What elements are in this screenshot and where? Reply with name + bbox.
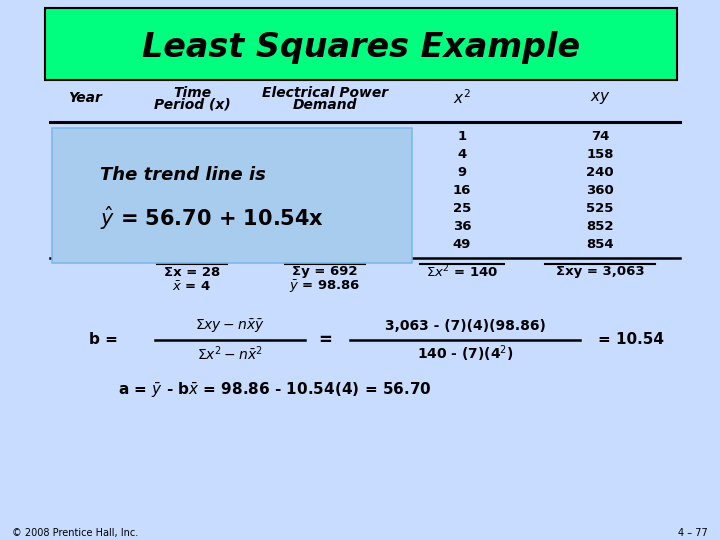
Text: 2: 2 bbox=[187, 148, 197, 161]
Text: 140 - (7)(4$^2$): 140 - (7)(4$^2$) bbox=[417, 343, 513, 364]
Text: 4: 4 bbox=[457, 148, 467, 161]
Text: Demand: Demand bbox=[293, 98, 357, 112]
Text: 854: 854 bbox=[586, 239, 614, 252]
Text: $\hat{y}$ = 56.70 + 10.54x: $\hat{y}$ = 56.70 + 10.54x bbox=[100, 204, 324, 232]
Text: 2004: 2004 bbox=[66, 220, 104, 233]
Text: 360: 360 bbox=[586, 185, 614, 198]
Text: 3: 3 bbox=[187, 166, 197, 179]
Text: Electrical Power: Electrical Power bbox=[262, 86, 388, 100]
Text: Σxy = 3,063: Σxy = 3,063 bbox=[556, 266, 644, 279]
Text: 25: 25 bbox=[453, 202, 471, 215]
FancyBboxPatch shape bbox=[45, 8, 677, 80]
Text: 4: 4 bbox=[187, 185, 197, 198]
Text: $\bar{x}$ = 4: $\bar{x}$ = 4 bbox=[172, 280, 212, 294]
Text: a = $\bar{y}$ - b$\bar{x}$ = 98.86 - 10.54(4) = 56.70: a = $\bar{y}$ - b$\bar{x}$ = 98.86 - 10.… bbox=[118, 381, 431, 400]
Text: = 10.54: = 10.54 bbox=[598, 333, 664, 348]
Text: 240: 240 bbox=[586, 166, 614, 179]
Text: 4 – 77: 4 – 77 bbox=[678, 528, 708, 538]
Text: $\Sigma xy - n\bar{x}\bar{y}$: $\Sigma xy - n\bar{x}\bar{y}$ bbox=[195, 317, 265, 335]
Text: The trend line is: The trend line is bbox=[100, 166, 266, 184]
Text: Time: Time bbox=[173, 86, 211, 100]
Text: 105: 105 bbox=[311, 202, 338, 215]
Text: Σx = 28: Σx = 28 bbox=[164, 266, 220, 279]
Text: 5: 5 bbox=[187, 202, 197, 215]
Text: =: = bbox=[318, 331, 332, 349]
Text: 158: 158 bbox=[586, 148, 613, 161]
Text: b =: b = bbox=[89, 333, 118, 348]
Text: 2003: 2003 bbox=[66, 202, 104, 215]
Text: 525: 525 bbox=[586, 202, 613, 215]
Text: 6: 6 bbox=[187, 220, 197, 233]
Text: 3,063 - (7)(4)(98.86): 3,063 - (7)(4)(98.86) bbox=[384, 319, 546, 333]
Text: 49: 49 bbox=[453, 239, 471, 252]
Text: Period (x): Period (x) bbox=[153, 98, 230, 112]
Text: $xy$: $xy$ bbox=[590, 90, 611, 106]
Text: 2001: 2001 bbox=[67, 166, 104, 179]
Text: 80: 80 bbox=[316, 166, 334, 179]
Text: Year: Year bbox=[68, 91, 102, 105]
Text: © 2008 Prentice Hall, Inc.: © 2008 Prentice Hall, Inc. bbox=[12, 528, 138, 538]
Text: 1: 1 bbox=[187, 131, 197, 144]
Text: 1999: 1999 bbox=[67, 131, 103, 144]
Text: Σy = 692: Σy = 692 bbox=[292, 266, 358, 279]
Text: Least Squares Example: Least Squares Example bbox=[142, 30, 580, 64]
Text: 122: 122 bbox=[311, 239, 338, 252]
Text: 7: 7 bbox=[187, 239, 197, 252]
Text: 16: 16 bbox=[453, 185, 471, 198]
Text: 74: 74 bbox=[591, 131, 609, 144]
Text: 2002: 2002 bbox=[67, 185, 104, 198]
Text: $x^2$: $x^2$ bbox=[453, 89, 471, 107]
Text: 142: 142 bbox=[311, 220, 338, 233]
Text: 79: 79 bbox=[316, 148, 334, 161]
Text: 9: 9 bbox=[457, 166, 467, 179]
Text: 36: 36 bbox=[453, 220, 472, 233]
FancyBboxPatch shape bbox=[52, 128, 412, 263]
Text: 1: 1 bbox=[457, 131, 467, 144]
Text: 2005: 2005 bbox=[67, 239, 104, 252]
Text: 90: 90 bbox=[316, 185, 334, 198]
Text: 2000: 2000 bbox=[66, 148, 104, 161]
Text: $\bar{y}$ = 98.86: $\bar{y}$ = 98.86 bbox=[289, 279, 361, 295]
Text: $\Sigma x^2 - n\bar{x}^2$: $\Sigma x^2 - n\bar{x}^2$ bbox=[197, 345, 263, 363]
Text: $\Sigma x^2$ = 140: $\Sigma x^2$ = 140 bbox=[426, 264, 498, 280]
Text: 852: 852 bbox=[586, 220, 613, 233]
Text: 74: 74 bbox=[316, 131, 334, 144]
